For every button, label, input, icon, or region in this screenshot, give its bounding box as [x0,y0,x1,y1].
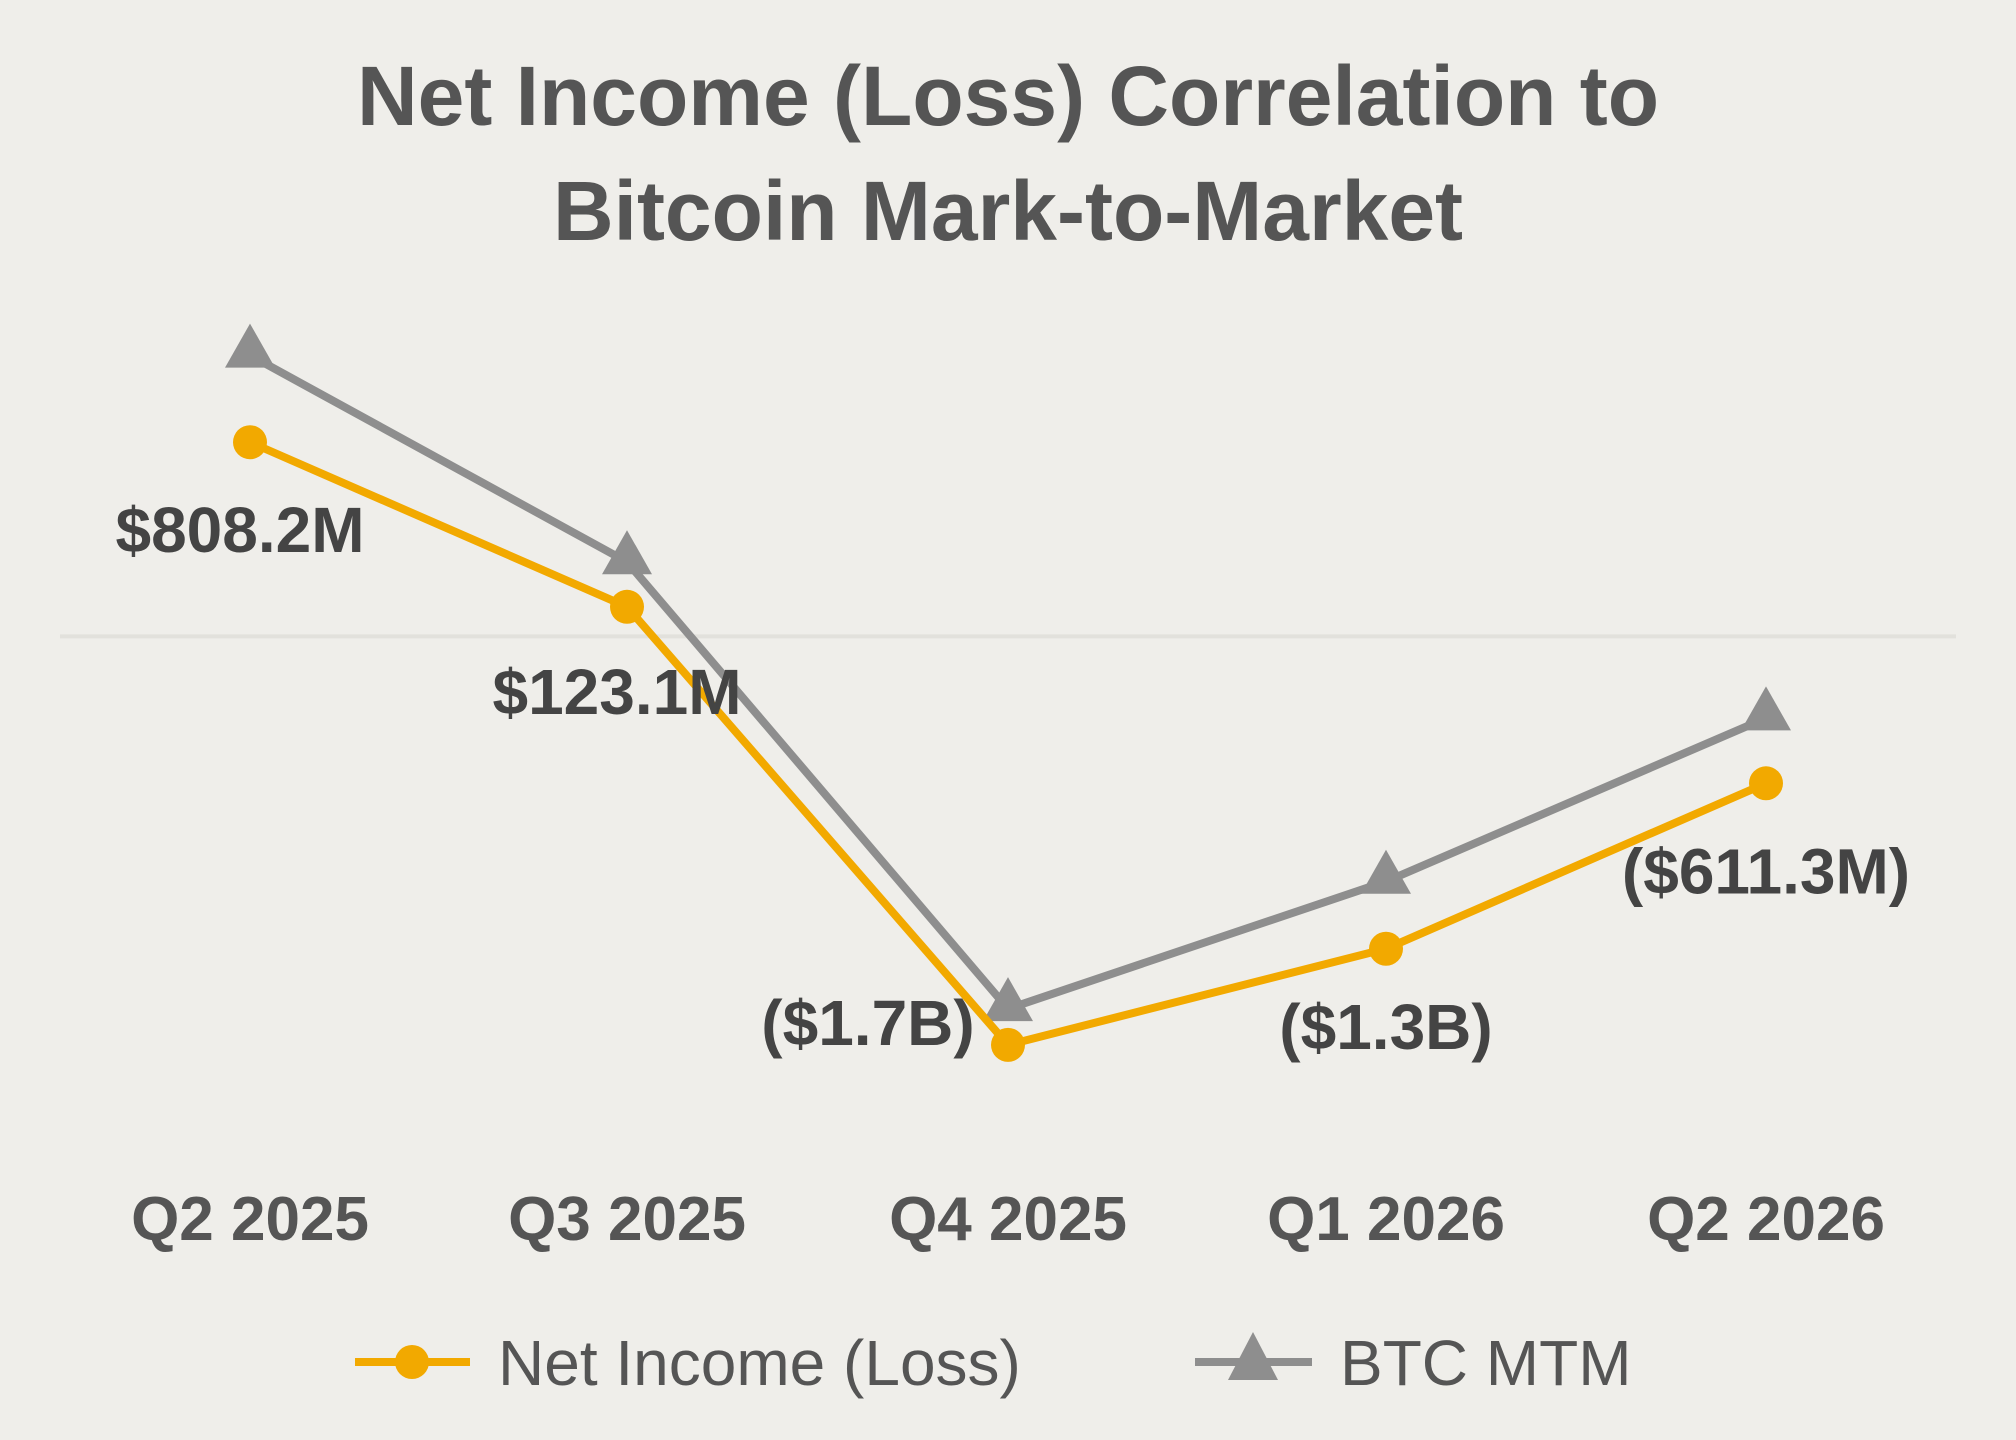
legend-item-btc-mtm: BTC MTM [1195,1327,1632,1399]
btc-mtm-point [1361,849,1411,894]
net-income-line [248,438,1768,1049]
btc-mtm-line [248,351,1768,1013]
legend-item-net-income: Net Income (Loss) [355,1327,1021,1399]
net-income-point [991,1027,1025,1062]
data-label: ($1.7B) [761,987,974,1059]
data-labels: $808.2M $123.1M ($1.7B) ($1.3B) ($611.3M) [115,494,1910,1063]
x-tick-label: Q2 2025 [131,1185,369,1254]
btc-mtm-point [1741,686,1791,731]
legend: Net Income (Loss) BTC MTM [355,1327,1632,1399]
btc-mtm-point [983,977,1033,1022]
data-label: $123.1M [492,656,741,728]
net-income-point [1749,766,1783,801]
x-tick-label: Q4 2025 [889,1185,1127,1254]
data-label: $808.2M [115,494,364,566]
net-income-point [1369,931,1403,966]
data-label: ($611.3M) [1622,835,1910,907]
btc-mtm-point [225,323,275,368]
x-tick-label: Q3 2025 [508,1185,746,1254]
net-income-series [233,425,1783,1062]
legend-label-net-income: Net Income (Loss) [498,1327,1021,1399]
x-axis: Q2 2025 Q3 2025 Q4 2025 Q1 2026 Q2 2026 [131,1185,1885,1254]
chart-title-line2: Bitcoin Mark-to-Market [553,164,1463,258]
legend-marker-circle [395,1345,429,1379]
x-tick-label: Q2 2026 [1647,1185,1885,1254]
x-tick-label: Q1 2026 [1267,1185,1505,1254]
legend-label-btc-mtm: BTC MTM [1340,1327,1632,1399]
net-income-point [233,425,267,460]
chart-title-line1: Net Income (Loss) Correlation to [357,49,1659,143]
data-label: ($1.3B) [1279,991,1492,1063]
btc-mtm-series [225,323,1791,1022]
legend-marker-triangle [1228,1332,1278,1380]
net-income-point [610,589,644,624]
btc-mtm-point [602,530,652,575]
series-layer [225,323,1791,1062]
